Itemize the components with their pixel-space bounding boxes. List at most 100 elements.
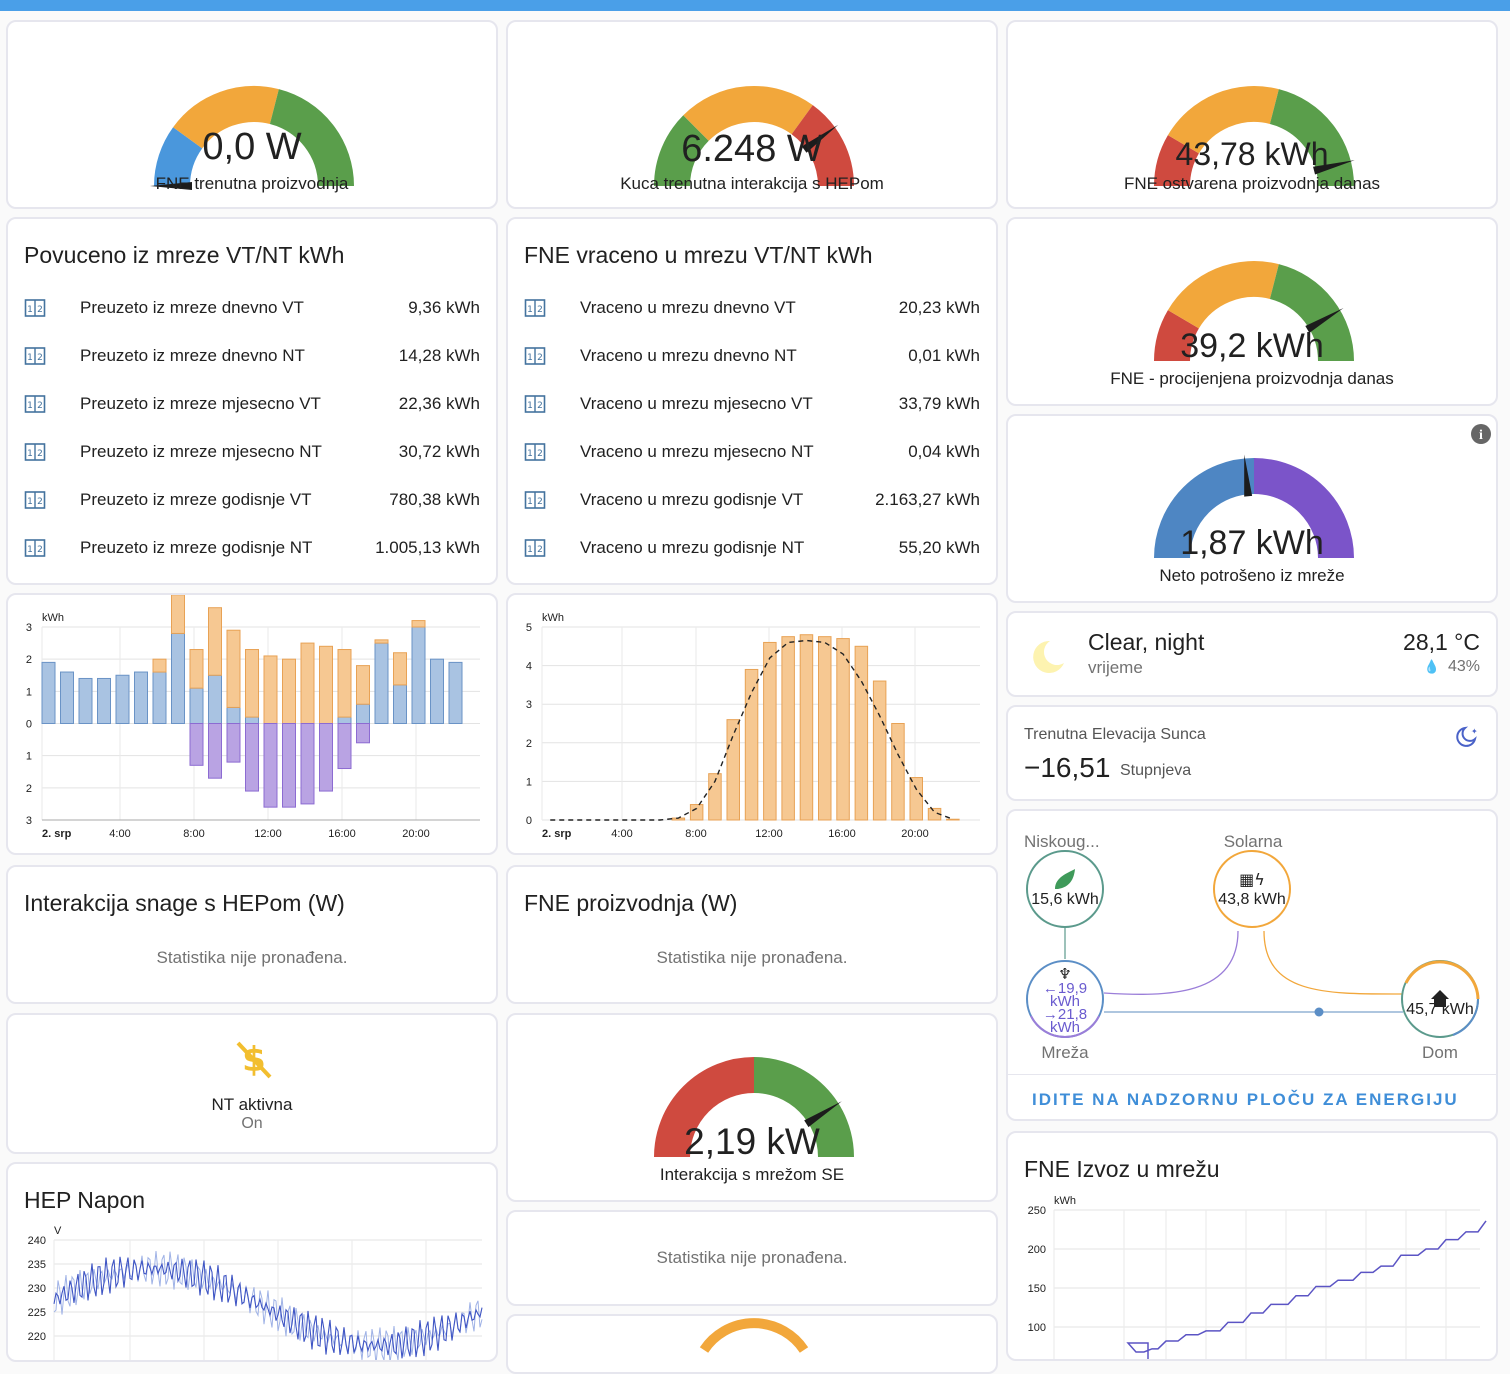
gauge-card-partial[interactable]	[506, 1314, 998, 1374]
entity-row[interactable]: 1 2 Vraceno u mrezu dnevno VT 20,23 kWh	[524, 293, 980, 323]
bar[interactable]	[263, 723, 278, 808]
entity-row[interactable]: 1 2 Vraceno u mrezu godisnje NT 55,20 kW…	[524, 533, 980, 563]
info-icon[interactable]	[1471, 424, 1491, 444]
bar[interactable]	[744, 668, 759, 821]
bar[interactable]	[97, 677, 111, 724]
entity-value: 55,20 kWh	[898, 538, 980, 557]
entity-row[interactable]: 1 2 Vraceno u mrezu godisnje VT 2.163,27…	[524, 485, 980, 515]
bar[interactable]	[836, 638, 850, 821]
energy-dashboard-link[interactable]: IDITE NA NADZORNU PLOČU ZA ENERGIJU	[1032, 1090, 1459, 1109]
bar[interactable]	[411, 626, 426, 724]
card-title: FNE Izvoz u mrežu	[1024, 1156, 1220, 1182]
bar[interactable]	[189, 649, 204, 689]
entity-value: 0,04 kWh	[908, 442, 980, 461]
bar[interactable]	[300, 642, 315, 724]
bar[interactable]	[282, 658, 296, 724]
weather-card[interactable]: Clear, night vrijeme 28,1 °C 💧 43%	[1006, 611, 1498, 697]
bar[interactable]	[171, 595, 185, 634]
entity-row[interactable]: 1 2 Preuzeto iz mreze godisnje VT 780,38…	[24, 485, 480, 515]
bar[interactable]	[319, 645, 333, 724]
gauge-card-grid-interaction[interactable]: 2,19 kW Interakcija s mrežom SE	[506, 1013, 998, 1202]
bar[interactable]	[226, 706, 241, 724]
sun-elevation-value: −16,51	[1024, 752, 1111, 783]
gauge-card-fne-today[interactable]: 43,78 kWh FNE ostvarena proizvodnja dana…	[1006, 20, 1498, 209]
bar[interactable]	[374, 642, 389, 724]
bar[interactable]	[245, 649, 259, 718]
entity-row[interactable]: 1 2 Preuzeto iz mreze dnevno VT 9,36 kWh	[24, 293, 480, 323]
bar[interactable]	[909, 777, 923, 821]
bar[interactable]	[393, 684, 407, 724]
bar[interactable]	[226, 723, 241, 763]
svg-text:2: 2	[37, 545, 43, 555]
entity-row[interactable]: 1 2 Preuzeto iz mreze dnevno NT 14,28 kW…	[24, 341, 480, 371]
entity-row[interactable]: 1 2 Preuzeto iz mreze mjesecno VT 22,36 …	[24, 389, 480, 419]
bar[interactable]	[60, 671, 74, 724]
bar[interactable]	[78, 677, 93, 724]
bar[interactable]	[781, 636, 795, 821]
empty-message: Statistika nije pronađena.	[656, 1248, 848, 1267]
bar[interactable]	[430, 658, 444, 724]
sun-elevation-card[interactable]: Trenutna Elevacija Sunca −16,51 Stupnjev…	[1006, 705, 1498, 801]
y-tick-label: 4	[526, 661, 532, 673]
y-tick-label: 3	[526, 699, 532, 711]
bar[interactable]	[393, 652, 407, 686]
gauge-card-fne-forecast[interactable]: 39,2 kWh FNE - procijenjena proizvodnja …	[1006, 217, 1498, 406]
bar[interactable]	[208, 607, 222, 676]
solar-power-icon: ▦ϟ	[1239, 870, 1265, 889]
y-tick-label: 2	[26, 783, 32, 795]
bar[interactable]	[818, 636, 832, 821]
nt-active-name: NT aktivna	[211, 1095, 293, 1114]
entity-row[interactable]: 1 2 Vraceno u mrezu mjesecno VT 33,79 kW…	[524, 389, 980, 419]
entity-row[interactable]: 1 2 Preuzeto iz mreze mjesecno NT 30,72 …	[24, 437, 480, 467]
bar[interactable]	[245, 716, 259, 724]
bar[interactable]	[41, 661, 56, 724]
bar[interactable]	[356, 665, 370, 705]
sun-elevation-title: Trenutna Elevacija Sunca	[1024, 726, 1206, 743]
y-tick-label: 3	[26, 815, 32, 827]
bar[interactable]	[689, 804, 704, 821]
counter-icon: 1 2	[524, 443, 546, 461]
nt-active-card[interactable]: $ NT aktivna On	[6, 1013, 498, 1154]
entity-row[interactable]: 1 2 Vraceno u mrezu mjesecno NT 0,04 kWh	[524, 437, 980, 467]
bar[interactable]	[708, 773, 722, 821]
bar[interactable]	[115, 674, 130, 724]
bar[interactable]	[300, 723, 315, 805]
bar[interactable]	[799, 634, 814, 821]
bar[interactable]	[946, 818, 960, 821]
bar[interactable]	[356, 723, 370, 744]
lowcarbon-node[interactable]	[1026, 850, 1104, 928]
bar[interactable]	[226, 629, 241, 708]
bar[interactable]	[411, 620, 426, 628]
bar[interactable]	[319, 723, 333, 792]
gauge-segment	[1269, 89, 1354, 187]
bar[interactable]	[337, 716, 352, 724]
bar[interactable]	[726, 719, 740, 821]
bar[interactable]	[337, 649, 352, 718]
bar[interactable]	[152, 658, 167, 673]
bar[interactable]	[872, 680, 887, 821]
bar[interactable]	[134, 671, 148, 724]
solar-node[interactable]	[1213, 850, 1291, 928]
bar[interactable]	[337, 723, 352, 770]
bar[interactable]	[171, 632, 185, 724]
bar[interactable]	[448, 661, 463, 724]
bar[interactable]	[356, 703, 370, 724]
bar[interactable]	[189, 723, 204, 766]
bar[interactable]	[245, 723, 259, 792]
bar[interactable]	[263, 655, 278, 725]
entity-row[interactable]: 1 2 Vraceno u mrezu dnevno NT 0,01 kWh	[524, 341, 980, 371]
bar[interactable]	[763, 641, 777, 821]
bar[interactable]	[152, 671, 167, 724]
bar[interactable]	[208, 723, 222, 779]
bar[interactable]	[891, 723, 905, 821]
gauge-card-house-interaction[interactable]: 6.248 W Kuca trenutna interakcija s HEPo…	[506, 20, 998, 209]
bar[interactable]	[854, 645, 869, 821]
bar[interactable]	[374, 639, 389, 644]
bar[interactable]	[208, 674, 222, 724]
entity-row[interactable]: 1 2 Preuzeto iz mreze godisnje NT 1.005,…	[24, 533, 480, 563]
bar[interactable]	[189, 687, 204, 725]
gauge-card-net-consumption[interactable]: i 1,87 kWh Neto potrošeno iz mreže	[1006, 414, 1498, 603]
gauge-value: 6.248 W	[681, 128, 823, 170]
gauge-card-fne-current[interactable]: 0,0 W FNE trenutna proizvodnja	[6, 20, 498, 209]
bar[interactable]	[282, 723, 296, 808]
